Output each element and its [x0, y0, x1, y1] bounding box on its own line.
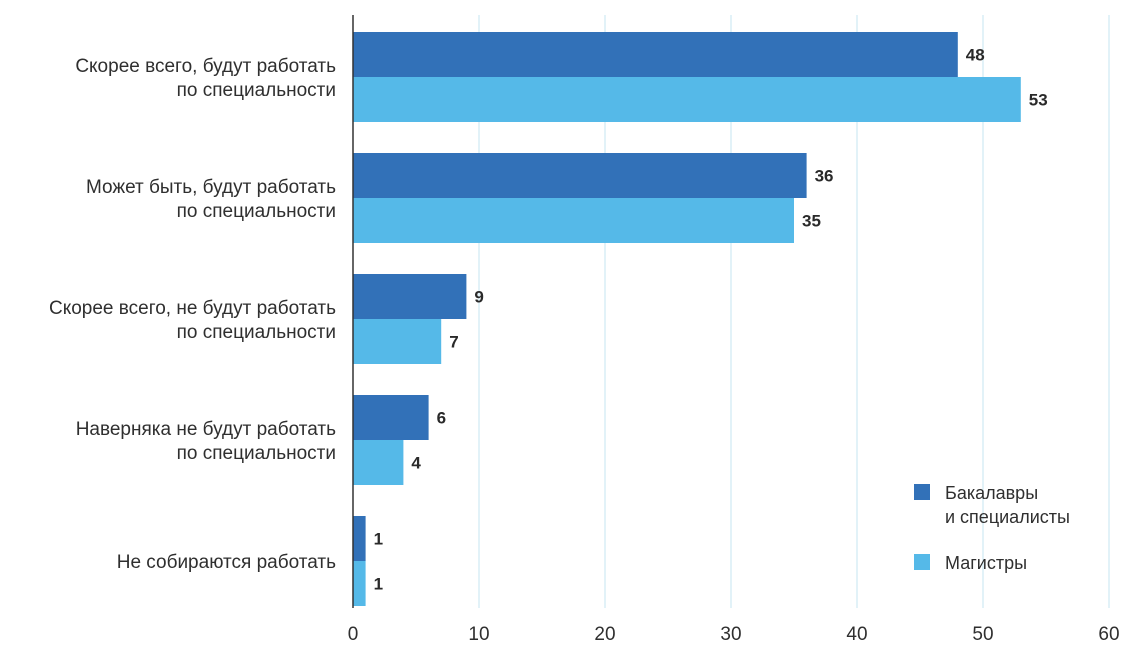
bar [353, 77, 1021, 122]
bar-value-label: 35 [802, 212, 821, 231]
x-tick-label: 20 [594, 624, 615, 645]
category-label: по специальности [177, 322, 336, 343]
x-tick-label: 40 [846, 624, 867, 645]
x-tick-label: 0 [348, 624, 359, 645]
legend-label: и специалисты [945, 507, 1070, 527]
x-tick-label: 60 [1098, 624, 1119, 645]
bar [353, 32, 958, 77]
bar [353, 198, 794, 243]
bar-value-label: 53 [1029, 91, 1048, 110]
x-tick-label: 30 [720, 624, 741, 645]
bar-value-label: 36 [815, 167, 834, 186]
bar-value-label: 1 [374, 530, 383, 549]
category-labels: Скорее всего, будут работать по специальн… [49, 56, 336, 573]
bar [353, 516, 366, 561]
bar [353, 395, 429, 440]
x-tick-label: 50 [972, 624, 993, 645]
category-label: Не собираются работать [117, 552, 336, 573]
bar [353, 561, 366, 606]
category-label: по специальности [177, 201, 336, 222]
data-labels: 48 36 9 6 1 53 35 7 4 1 [374, 46, 1048, 594]
category-label: Наверняка не будут работать [76, 419, 336, 440]
legend-swatch [914, 554, 930, 570]
bar-value-label: 7 [449, 333, 458, 352]
category-label: Может быть, будут работать [86, 177, 336, 198]
legend-label: Магистры [945, 553, 1027, 573]
legend: Бакалавры и специалисты Магистры [914, 483, 1070, 573]
bar [353, 153, 807, 198]
category-label: по специальности [177, 443, 336, 464]
bar [353, 274, 467, 319]
bar-value-label: 48 [966, 46, 985, 65]
bar-value-label: 6 [437, 409, 446, 428]
bar [353, 319, 442, 364]
category-label: Скорее всего, не будут работать [49, 298, 336, 319]
legend-swatch [914, 484, 930, 500]
bar-value-label: 9 [474, 288, 483, 307]
legend-label: Бакалавры [945, 483, 1038, 503]
category-label: Скорее всего, будут работать [75, 56, 336, 77]
category-label: по специальности [177, 80, 336, 101]
bar-value-label: 4 [411, 454, 421, 473]
bars [353, 32, 1021, 606]
bar-value-label: 1 [374, 575, 383, 594]
x-tick-label: 10 [468, 624, 489, 645]
bar [353, 440, 404, 485]
x-axis-tick-labels: 0 10 20 30 40 50 60 [348, 624, 1120, 645]
